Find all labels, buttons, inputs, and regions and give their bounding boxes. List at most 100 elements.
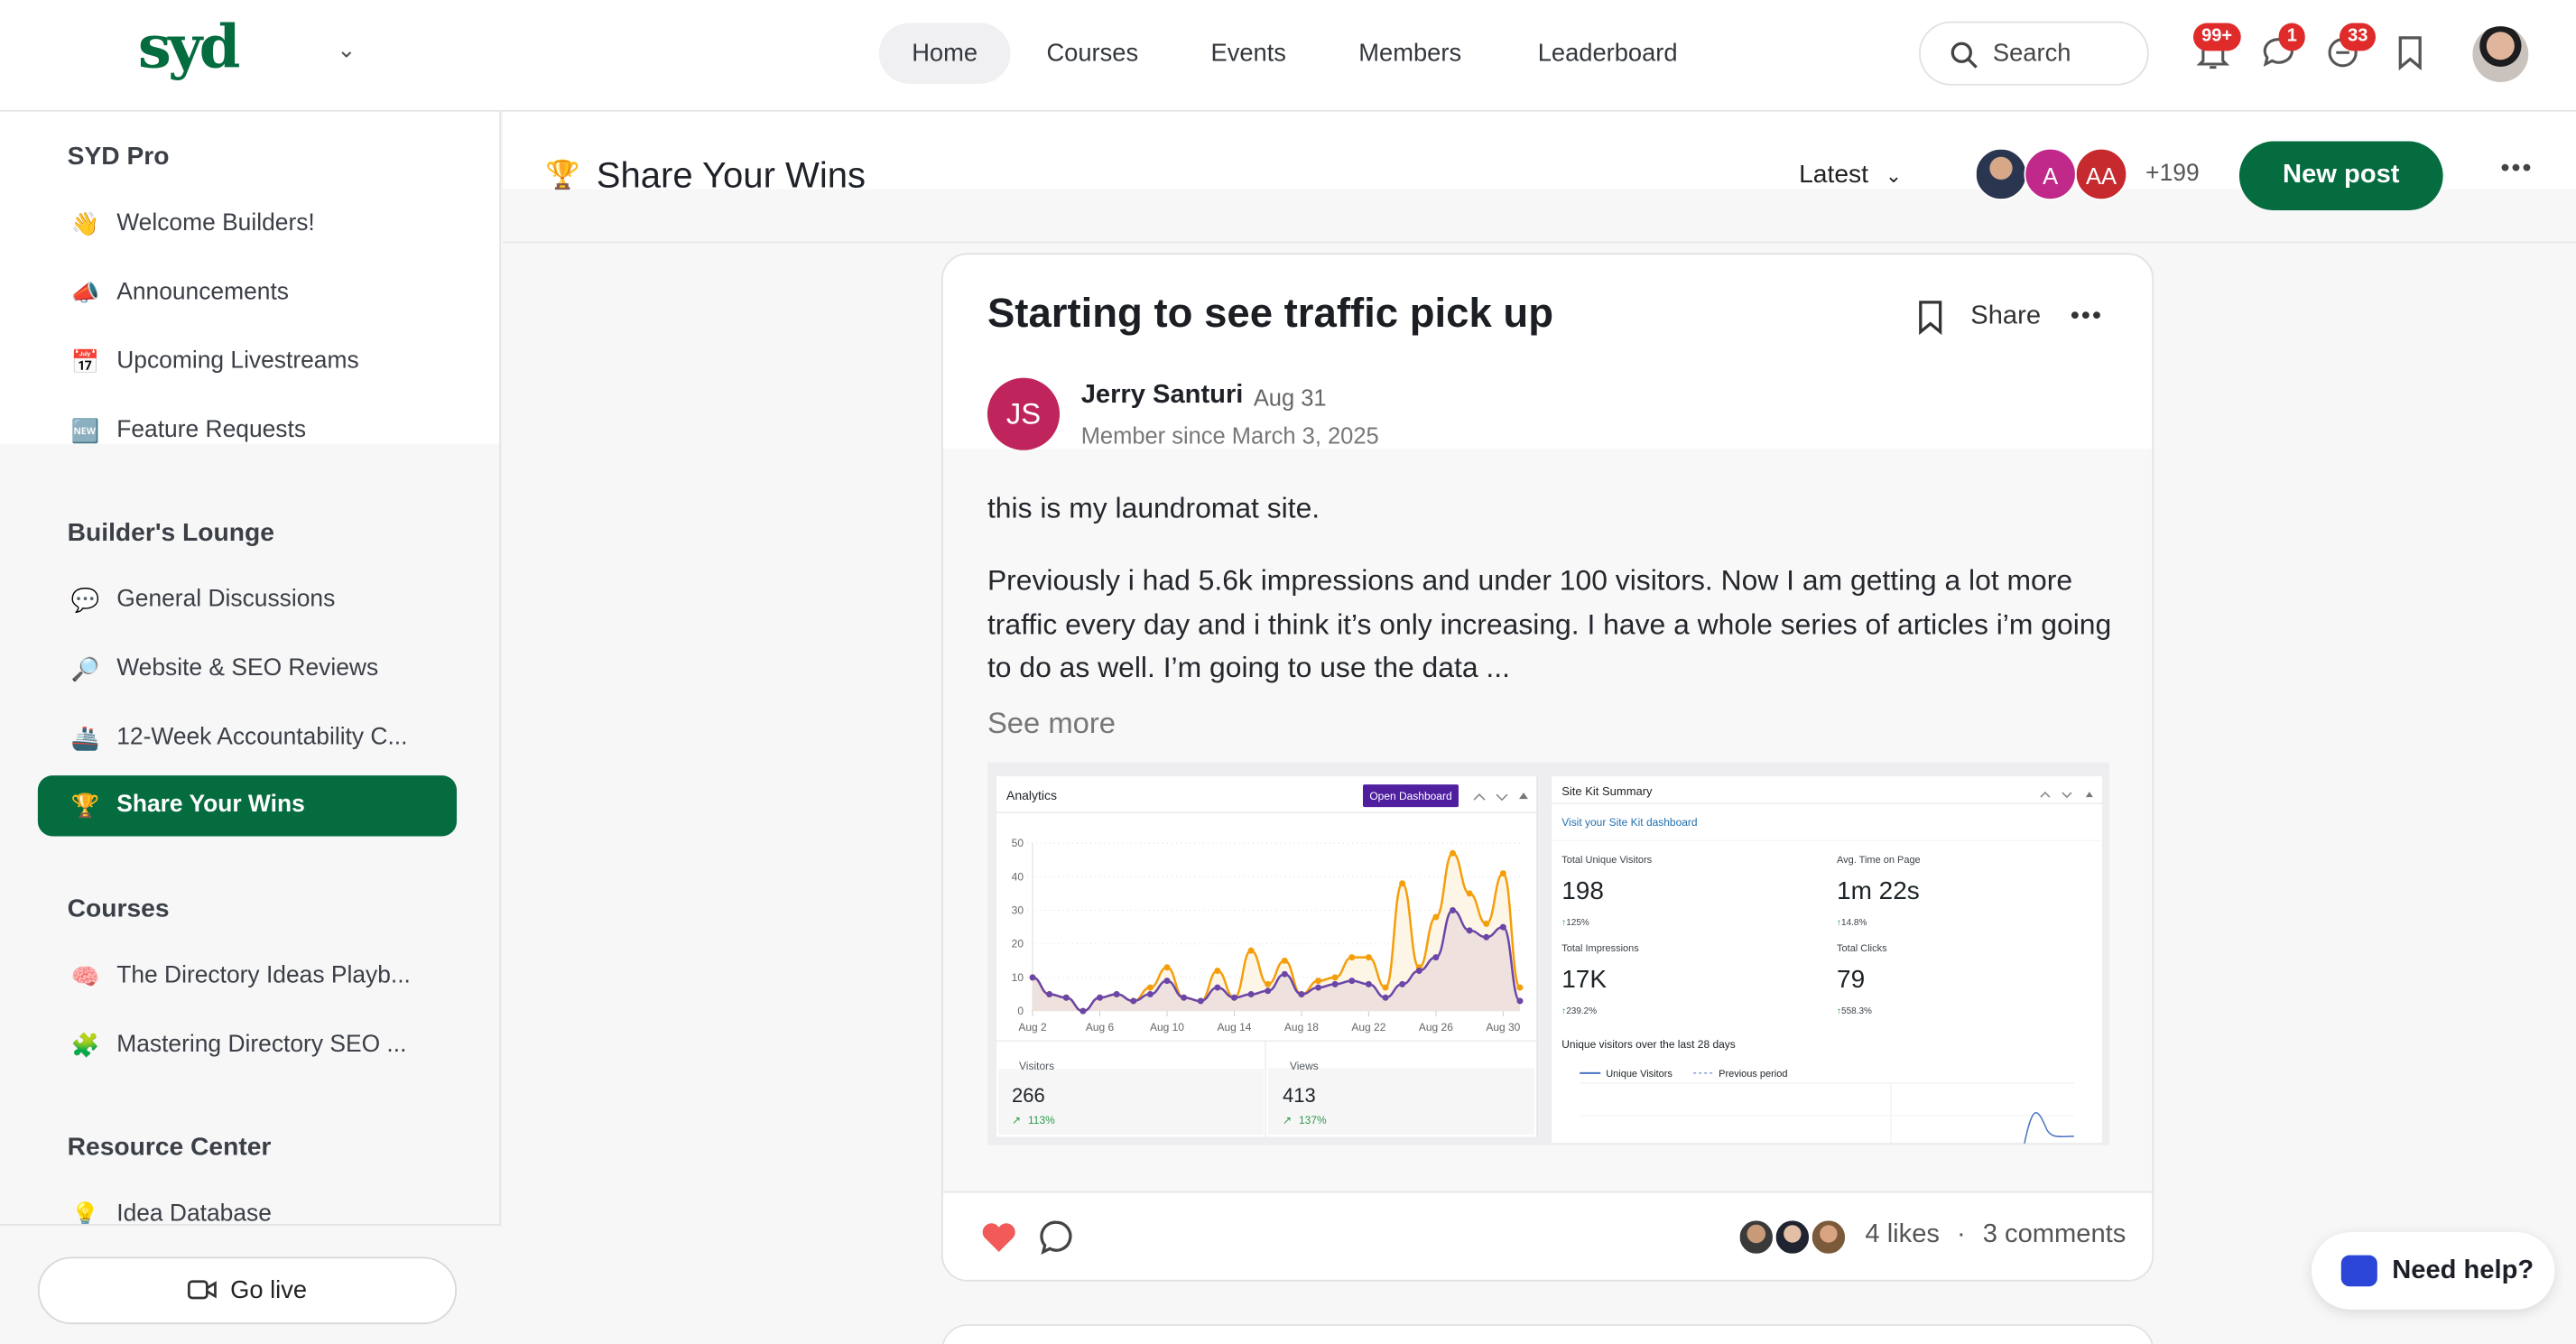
- data-point-views: [1348, 954, 1356, 961]
- x-tick-label: Aug 10: [1150, 1021, 1184, 1033]
- logo[interactable]: syd: [137, 13, 241, 83]
- member-count[interactable]: +199: [2145, 161, 2200, 188]
- data-point-views: [1281, 957, 1288, 964]
- section-title-builders-lounge: Builder's Lounge: [67, 519, 274, 548]
- sidebar-item-directory-seo[interactable]: 🧩 Mastering Directory SEO ...: [38, 1015, 457, 1076]
- go-live-button[interactable]: Go live: [37, 1256, 458, 1325]
- comment-icon[interactable]: [1038, 1219, 1074, 1256]
- x-tick-label: Aug 18: [1284, 1021, 1319, 1033]
- sidebar-item-seo-reviews[interactable]: 🔎 Website & SEO Reviews: [38, 639, 457, 700]
- member-avatar[interactable]: A: [2024, 147, 2077, 201]
- data-point-visitors: [1516, 997, 1524, 1005]
- bookmark-icon[interactable]: [1914, 299, 1947, 336]
- data-point-visitors: [1197, 997, 1204, 1005]
- sidebar-item-general-discussions[interactable]: 💬 General Discussions: [38, 570, 457, 631]
- more-options-icon[interactable]: •••: [2500, 154, 2534, 183]
- post-title[interactable]: Starting to see traffic pick up: [987, 291, 1554, 338]
- puzzle-icon: 🧩: [70, 1032, 100, 1059]
- y-tick-label: 10: [1012, 971, 1024, 984]
- open-dashboard-button: [1362, 784, 1459, 808]
- bookmarks-button[interactable]: [2390, 32, 2430, 72]
- svg-text:↑558.3%: ↑558.3%: [1837, 1006, 1872, 1016]
- engagement-summary: 4 likes · 3 comments: [1865, 1220, 2126, 1250]
- data-point-visitors: [1214, 984, 1221, 991]
- nav-leaderboard[interactable]: Leaderboard: [1537, 39, 1678, 68]
- data-point-views: [1516, 984, 1524, 991]
- svg-text:Avg. Time on Page: Avg. Time on Page: [1837, 855, 1921, 866]
- trophy-icon: 🏆: [545, 159, 580, 191]
- author-name[interactable]: Jerry Santuri: [1080, 381, 1244, 410]
- data-point-views: [1399, 880, 1406, 887]
- new-post-button[interactable]: New post: [2238, 141, 2443, 210]
- community-switcher-chevron-icon[interactable]: ⌄: [337, 36, 357, 63]
- post-image[interactable]: Analytics Open Dashboard 0 10 20 30 40 50 Aug …: [987, 762, 2110, 1145]
- need-help-button[interactable]: Need help?: [2312, 1232, 2555, 1310]
- sitekit-title: Site Kit Summary: [1561, 784, 1653, 798]
- sidebar-item-welcome[interactable]: 👋 Welcome Builders!: [38, 194, 457, 255]
- x-tick-label: Aug 22: [1351, 1021, 1385, 1033]
- page-title: Share Your Wins: [596, 154, 866, 196]
- data-point-visitors: [1097, 994, 1104, 1001]
- notifications-button[interactable]: 99+: [2192, 23, 2241, 72]
- x-tick-label: Aug 26: [1419, 1021, 1453, 1033]
- y-tick-label: 20: [1012, 938, 1024, 950]
- liker-avatar[interactable]: [1737, 1219, 1774, 1256]
- nav-events[interactable]: Events: [1210, 39, 1286, 68]
- comments-count[interactable]: 3 comments: [1982, 1220, 2127, 1249]
- data-point-views: [1315, 978, 1322, 985]
- data-point-visitors: [1247, 991, 1255, 998]
- sidebar-item-idea-database[interactable]: 💡 Idea Database: [38, 1184, 457, 1245]
- member-avatar[interactable]: AA: [2074, 147, 2128, 201]
- data-point-views: [1214, 967, 1221, 974]
- sidebar-item-directory-ideas[interactable]: 🧠 The Directory Ideas Playb...: [38, 946, 457, 1006]
- svg-text:198: 198: [1561, 876, 1604, 904]
- share-button[interactable]: Share: [1970, 301, 2042, 330]
- nav-courses[interactable]: Courses: [1046, 39, 1139, 68]
- sidebar-item-feature-requests[interactable]: 🆕 Feature Requests: [38, 401, 457, 461]
- x-tick-label: Aug 14: [1217, 1021, 1251, 1033]
- svg-text:17K: 17K: [1561, 965, 1607, 993]
- data-point-views: [1365, 954, 1372, 961]
- post-actions: Share •••: [1914, 299, 2103, 336]
- post-more-icon[interactable]: •••: [2070, 301, 2103, 330]
- data-point-views: [1432, 913, 1440, 921]
- sidebar-item-label: Share Your Wins: [116, 792, 305, 819]
- sort-dropdown[interactable]: Latest ⌄: [1799, 161, 1902, 190]
- visitors-label: Visitors: [1019, 1060, 1054, 1072]
- author-avatar[interactable]: JS: [987, 377, 1061, 450]
- nav-members[interactable]: Members: [1358, 39, 1462, 68]
- nav-home[interactable]: Home: [878, 23, 1011, 84]
- user-avatar[interactable]: [2472, 26, 2529, 83]
- liker-avatar[interactable]: [1810, 1219, 1847, 1256]
- data-point-visitors: [1315, 984, 1322, 991]
- sidebar-item-announcements[interactable]: 📣 Announcements: [38, 263, 457, 323]
- data-point-visitors: [1046, 991, 1053, 998]
- space-header: 🏆 Share Your Wins Latest ⌄ A AA +199 New…: [502, 111, 2576, 244]
- liker-avatar[interactable]: [1774, 1219, 1811, 1256]
- data-point-views: [1146, 984, 1154, 991]
- svg-text:Total Unique Visitors: Total Unique Visitors: [1561, 855, 1652, 866]
- brain-icon: 🧠: [70, 962, 100, 989]
- member-avatar[interactable]: [1974, 147, 2028, 201]
- trend-up-icon: ↗: [1012, 1114, 1021, 1126]
- likes-count[interactable]: 4 likes: [1865, 1220, 1940, 1249]
- collapse-icon: [2085, 792, 2093, 798]
- see-more-link[interactable]: See more: [987, 706, 1117, 740]
- data-point-views: [1163, 964, 1171, 971]
- sidebar: SYD Pro 👋 Welcome Builders! 📣 Announcement…: [0, 111, 502, 1344]
- search-button[interactable]: Search: [1918, 21, 2149, 86]
- x-tick-label: Aug 6: [1086, 1021, 1115, 1033]
- calendar-icon: 📅: [70, 348, 100, 375]
- separator-dot: ·: [1957, 1220, 1966, 1249]
- chats-button[interactable]: 33: [2323, 23, 2377, 72]
- data-point-visitors: [1432, 954, 1440, 961]
- data-point-visitors: [1230, 994, 1237, 1001]
- sidebar-item-livestreams[interactable]: 📅 Upcoming Livestreams: [38, 332, 457, 393]
- analytics-widget: Analytics Open Dashboard 0 10 20 30 40 50 Aug …: [996, 775, 1537, 1138]
- sidebar-item-share-your-wins[interactable]: 🏆 Share Your Wins: [37, 775, 458, 837]
- like-heart-icon[interactable]: [981, 1220, 1017, 1253]
- data-point-visitors: [1483, 933, 1490, 941]
- messages-button[interactable]: 1: [2259, 23, 2305, 72]
- metric-clicks: Total Clicks 79 ↑558.3%: [1837, 943, 1887, 1016]
- sidebar-item-accountability[interactable]: 🚢 12-Week Accountability C...: [38, 709, 457, 769]
